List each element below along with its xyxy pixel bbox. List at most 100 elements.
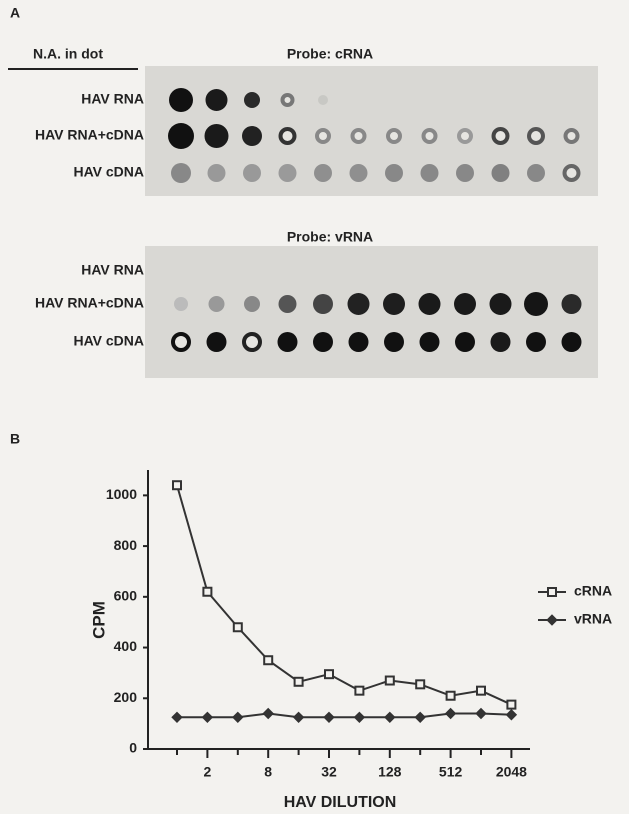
dot [206,332,227,352]
dot [489,293,512,315]
marker [476,685,486,696]
dot [205,89,228,111]
dot [491,164,510,182]
marker [444,707,457,720]
x-tick-label: 2 [204,764,212,780]
x-tick-label: 8 [264,764,272,780]
dot [420,164,439,182]
dot [455,332,475,352]
row-label: HAV RNA [81,91,144,107]
dot [278,295,297,313]
dot [383,293,405,315]
row-label: HAV RNA [81,262,144,278]
dot [242,332,262,352]
dot [168,123,194,149]
blot [145,246,598,378]
dot [349,164,368,182]
marker [384,711,396,724]
dot [313,294,333,314]
dot [421,128,438,144]
dot [315,128,331,144]
marker [323,711,335,724]
dot [313,332,333,352]
marker [292,711,305,724]
x-axis-label: HAV DILUTION [284,794,397,811]
y-tick-label: 600 [114,588,138,604]
dot [418,293,441,315]
marker [415,679,426,690]
dot [208,296,225,312]
marker [324,669,334,680]
y-tick-label: 1000 [106,486,137,502]
dot [385,164,403,182]
x-tick-label: 32 [321,764,337,780]
marker [201,711,214,724]
dot [491,127,510,145]
dot [278,127,297,145]
dot [490,332,511,352]
x-tick-label: 512 [439,764,463,780]
marker [263,655,274,666]
row-label: HAV RNA+cDNA [35,127,144,143]
dot [244,92,260,108]
marker [354,685,365,696]
dot [244,296,260,312]
row-label: HAV cDNA [73,164,144,180]
panel-label: A [10,5,20,21]
dot [280,93,295,107]
dot [243,164,261,182]
marker [262,707,274,720]
legend-label: cRNA [574,583,612,599]
row-label: HAV RNA+cDNA [35,295,144,311]
y-tick-label: 800 [114,537,138,553]
marker [445,690,456,701]
dot [456,164,474,182]
marker [293,676,304,687]
dot [347,293,370,315]
marker [546,614,558,626]
dot [527,127,545,145]
marker [547,587,557,597]
dot [204,124,229,148]
row-label: HAV cDNA [73,333,144,349]
marker [172,480,182,491]
dot [169,88,193,112]
dot [171,163,191,183]
dot [318,95,328,105]
dot [348,332,369,352]
dot [526,332,546,352]
series-line [176,484,512,706]
dot [561,332,582,352]
marker [414,711,426,724]
x-tick-label: 2048 [496,764,527,780]
dot [278,164,297,182]
marker [232,622,243,633]
dot [527,164,545,182]
dot [277,332,298,352]
dot [454,293,476,315]
marker [232,711,244,724]
y-axis-label: CPM [89,601,108,639]
dot [563,128,580,144]
y-tick-label: 400 [114,638,138,654]
dot [174,297,188,311]
dot [384,332,404,352]
dot [207,164,226,182]
marker [384,675,395,686]
marker [202,586,213,597]
dot [171,332,191,352]
y-tick-label: 200 [114,689,138,705]
legend-label: vRNA [574,611,612,627]
probe-label: Probe: cRNA [287,46,373,62]
marker [506,699,517,710]
dot [562,164,581,182]
panel-label: B [10,431,20,447]
x-tick-label: 128 [378,764,402,780]
dot [314,164,332,182]
dot [524,292,548,316]
marker [353,711,366,724]
dot [457,128,473,144]
dot [386,128,402,144]
probe-label: Probe: vRNA [287,229,373,245]
